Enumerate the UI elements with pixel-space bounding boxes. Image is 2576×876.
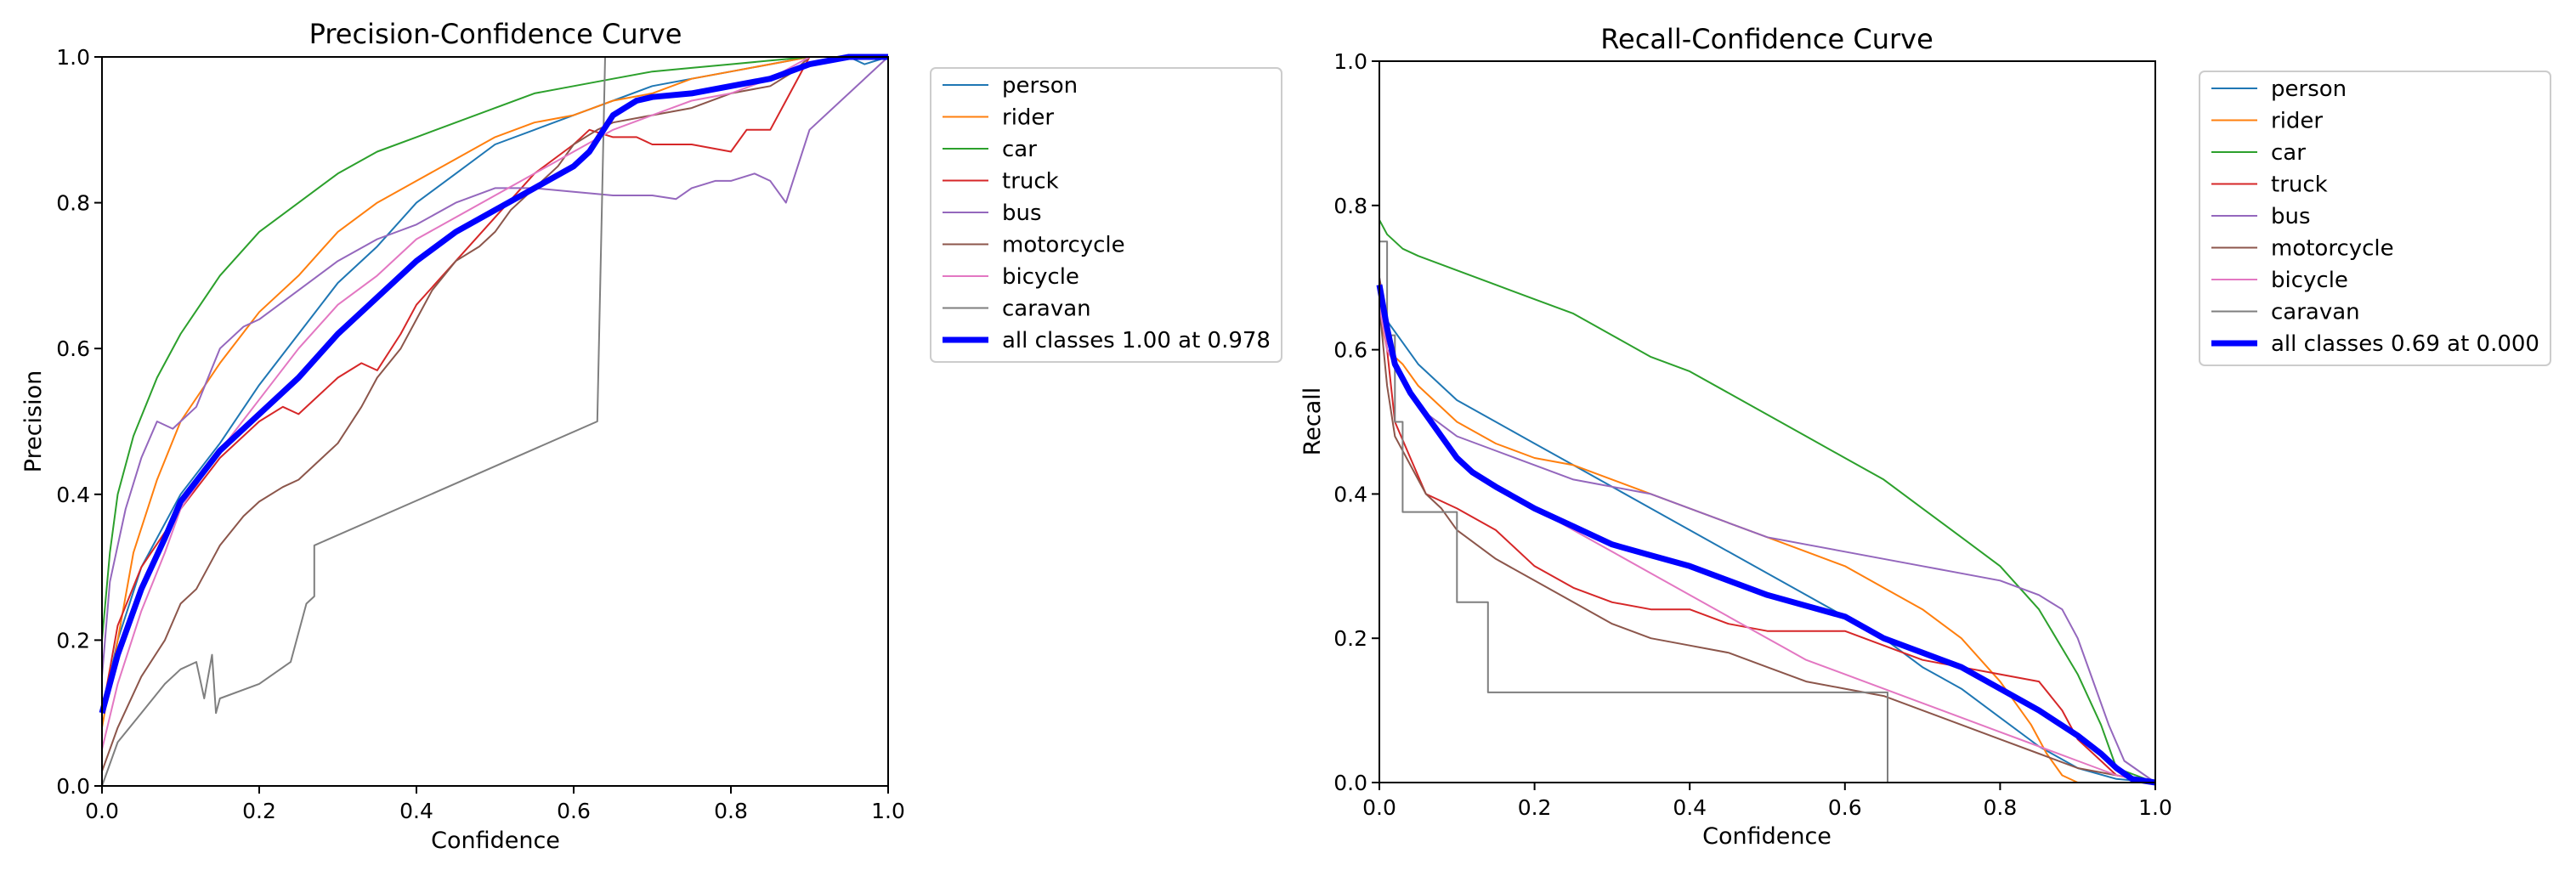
- y-tick-label: 0.2: [1333, 626, 1367, 651]
- x-tick-label: 0.8: [1984, 795, 2018, 820]
- legend: person rider car truck bus motorcycle bicycle c…: [930, 67, 1282, 363]
- legend-label: person: [2271, 76, 2347, 102]
- x-axis-label: Confidence: [431, 828, 560, 854]
- legend-label: truck: [2271, 172, 2328, 198]
- legend-label: caravan: [2271, 300, 2360, 325]
- series-line-4: [1379, 291, 2156, 783]
- y-axis-label: Precision: [20, 370, 47, 472]
- legend-label: person: [1002, 73, 1078, 99]
- x-tick-label: 0.2: [1518, 795, 1552, 820]
- series-lines: [99, 54, 889, 787]
- chart-title: Precision-Confidence Curve: [309, 18, 682, 50]
- legend-label: bus: [2271, 204, 2311, 229]
- series-line-5: [1379, 306, 2156, 783]
- series-line-3: [101, 56, 888, 714]
- x-tick-label: 1.0: [2138, 795, 2172, 820]
- legend-label: all classes 1.00 at 0.978: [1002, 328, 1271, 353]
- y-tick-label: 0.0: [56, 774, 90, 799]
- x-tick-label: 0.0: [1362, 795, 1396, 820]
- legend-label: rider: [2271, 109, 2323, 134]
- y-tick-label: 0.6: [56, 336, 90, 361]
- legend-label: rider: [1002, 105, 1054, 131]
- legend-label: motorcycle: [2271, 236, 2394, 262]
- plot-area: 0.0 0.2 0.4 0.6 0.8 1.0 0.0 0.2 0.4 0.6 0.8 1.0: [1333, 49, 2172, 820]
- legend-label: caravan: [1002, 297, 1091, 322]
- y-tick-label: 0.4: [1333, 482, 1367, 506]
- precision-confidence-chart: Precision-Confidence Curve 0.0 0.2 0.4 0.6 0…: [20, 18, 1282, 854]
- y-tick-label: 0.8: [1333, 194, 1367, 218]
- y-tick-label: 1.0: [56, 45, 90, 70]
- y-tick-label: 0.8: [56, 191, 90, 216]
- x-tick-label: 0.4: [1673, 795, 1707, 820]
- x-tick-label: 0.6: [557, 799, 591, 823]
- x-tick-label: 0.6: [1828, 795, 1862, 820]
- series-line-4: [101, 56, 889, 677]
- recall-confidence-chart: Recall-Confidence Curve 0.0 0.2 0.4 0.6 0.8 1…: [1299, 23, 2551, 850]
- y-tick-label: 0.6: [1333, 338, 1367, 363]
- chart-title: Recall-Confidence Curve: [1600, 23, 1933, 55]
- y-tick-label: 0.2: [56, 628, 90, 653]
- x-axis-label: Confidence: [1702, 823, 1832, 850]
- legend-label: car: [2271, 140, 2306, 166]
- series-line-8: [1376, 284, 2156, 786]
- axes-frame: [1379, 60, 2156, 783]
- series-line-2: [101, 56, 888, 641]
- legend-label: motorcycle: [1002, 233, 1125, 258]
- series-line-2: [1379, 219, 2156, 783]
- series-line-5: [101, 56, 888, 772]
- x-tick-label: 0.2: [242, 799, 276, 823]
- x-tick-label: 0.4: [399, 799, 433, 823]
- plot-area: 0.0 0.2 0.4 0.6 0.8 1.0 0.0 0.2 0.4 0.6 0.8 1.0: [56, 45, 905, 823]
- series-line-7: [101, 56, 888, 787]
- series-lines: [1376, 219, 2156, 786]
- legend-box: [2199, 71, 2551, 366]
- legend-label: car: [1002, 137, 1037, 162]
- y-axis-label: Recall: [1299, 387, 1326, 456]
- x-tick-label: 0.0: [85, 799, 119, 823]
- series-line-0: [1379, 277, 2156, 783]
- series-line-8: [99, 54, 888, 715]
- x-tick-label: 0.8: [714, 799, 748, 823]
- y-tick-label: 0.4: [56, 483, 90, 507]
- y-tick-label: 1.0: [1333, 49, 1367, 74]
- legend-box: [930, 67, 1282, 363]
- legend-label: bicycle: [1002, 264, 1079, 290]
- legend-label: bus: [1002, 201, 1042, 226]
- legend-label: all classes 0.69 at 0.000: [2271, 331, 2539, 357]
- axes-frame: [101, 56, 889, 787]
- series-line-6: [101, 56, 888, 750]
- x-tick-label: 1.0: [871, 799, 905, 823]
- legend-label: bicycle: [2271, 268, 2348, 293]
- tick-marks: 0.0 0.2 0.4 0.6 0.8 1.0 0.0 0.2 0.4 0.6 0.8 1.0: [56, 45, 905, 823]
- series-line-1: [101, 56, 888, 728]
- legend: person rider car truck bus motorcycle bicycle c…: [2199, 71, 2551, 366]
- y-tick-label: 0.0: [1333, 771, 1367, 795]
- tick-marks: 0.0 0.2 0.4 0.6 0.8 1.0 0.0 0.2 0.4 0.6 0.8 1.0: [1333, 49, 2172, 820]
- legend-label: truck: [1002, 169, 1059, 195]
